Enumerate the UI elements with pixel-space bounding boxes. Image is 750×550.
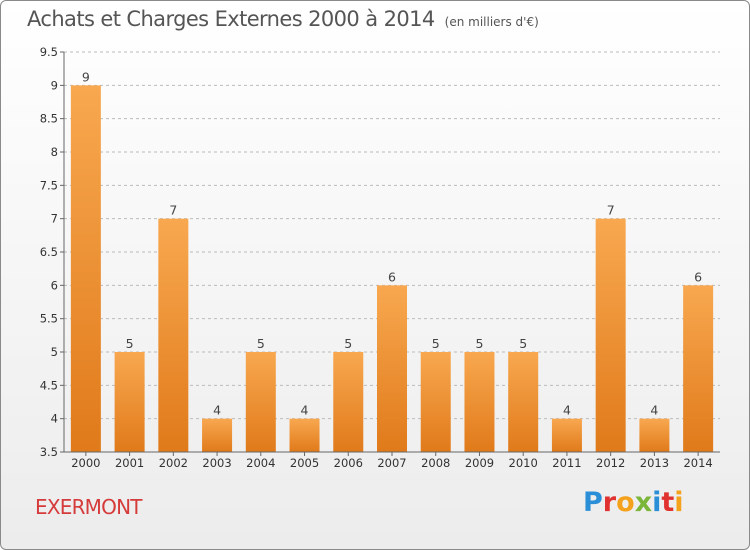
bar	[464, 352, 495, 452]
bar-value-label: 6	[694, 269, 702, 284]
y-axis-ticks: 3.5 4 4.5 5 5.5 6 6.5 7 7.5 8 8.5 9 9.5	[40, 45, 64, 459]
x-tick-label: 2000	[71, 456, 100, 470]
bar-value-label: 4	[563, 403, 571, 418]
x-tick-label: 2004	[246, 456, 275, 470]
x-axis-ticks: 2000 2001 2002 2003 2004 2005 2006 2007 2008 2009…	[71, 452, 713, 470]
x-tick-label: 2008	[421, 456, 450, 470]
bar-value-label: 5	[475, 336, 483, 351]
bar	[508, 352, 539, 452]
y-tick-label: 5	[51, 345, 58, 359]
x-tick-label: 2011	[552, 456, 581, 470]
x-tick-label: 2002	[159, 456, 188, 470]
y-tick-label: 4	[51, 412, 58, 426]
proxiti-logo: Proxiti	[583, 487, 684, 518]
data-labels: 9 5 7 4 5 4 5 6 5 5 5 4 7 4 6	[82, 69, 702, 417]
logo-letter: t	[661, 487, 675, 518]
y-tick-label: 5.5	[40, 312, 58, 326]
bar-value-label: 5	[432, 336, 440, 351]
y-tick-label: 6.5	[40, 245, 58, 259]
bar	[377, 285, 407, 452]
logo-letter: r	[602, 487, 617, 518]
x-tick-label: 2013	[640, 456, 669, 470]
logo-letter: o	[616, 487, 635, 518]
bar	[420, 352, 451, 452]
bar-value-label: 5	[257, 336, 265, 351]
bar-value-label: 4	[301, 403, 309, 418]
bars	[70, 85, 714, 452]
y-tick-label: 9.5	[40, 45, 58, 59]
bar	[114, 352, 145, 452]
bar	[158, 218, 189, 452]
x-tick-label: 2012	[596, 456, 625, 470]
bar	[595, 218, 626, 452]
logo-letter: i	[674, 487, 684, 518]
x-tick-label: 2007	[377, 456, 406, 470]
bar	[202, 418, 233, 452]
x-tick-label: 2005	[290, 456, 319, 470]
y-tick-label: 4.5	[40, 378, 58, 392]
x-tick-label: 2003	[202, 456, 231, 470]
x-tick-label: 2009	[465, 456, 494, 470]
x-tick-label: 2010	[509, 456, 538, 470]
y-tick-label: 7	[51, 212, 58, 226]
y-tick-label: 6	[51, 278, 58, 292]
bar-value-label: 5	[344, 336, 352, 351]
y-tick-label: 8.5	[40, 112, 58, 126]
bar	[70, 85, 101, 452]
bar-value-label: 5	[519, 336, 527, 351]
axes	[63, 52, 720, 453]
bar-value-label: 4	[213, 403, 221, 418]
chart-unit-note: (en milliers d'€)	[444, 15, 539, 29]
chart-title: Achats et Charges Externes 2000 à 2014 (e…	[27, 7, 539, 31]
bar	[683, 285, 714, 452]
bar	[551, 418, 582, 452]
x-tick-label: 2001	[115, 456, 144, 470]
y-tick-label: 7.5	[40, 178, 58, 192]
logo-letter: P	[583, 487, 603, 518]
bar-value-label: 4	[650, 403, 658, 418]
bar	[639, 418, 670, 452]
bar-value-label: 7	[169, 203, 177, 218]
bar	[245, 352, 276, 452]
y-tick-label: 3.5	[40, 445, 58, 459]
logo-letter: i	[652, 487, 662, 518]
town-name: EXERMONT	[35, 495, 142, 519]
y-tick-label: 9	[51, 78, 58, 92]
bar-value-label: 9	[82, 69, 90, 84]
y-tick-label: 8	[51, 145, 58, 159]
x-tick-label: 2014	[683, 456, 712, 470]
bar-value-label: 7	[607, 203, 615, 218]
x-tick-label: 2006	[334, 456, 363, 470]
chart-title-text: Achats et Charges Externes 2000 à 2014	[27, 7, 435, 31]
bar	[333, 352, 364, 452]
logo-letter: x	[634, 487, 653, 518]
bar	[289, 418, 320, 452]
bar-value-label: 5	[126, 336, 134, 351]
bar-value-label: 6	[388, 269, 396, 284]
